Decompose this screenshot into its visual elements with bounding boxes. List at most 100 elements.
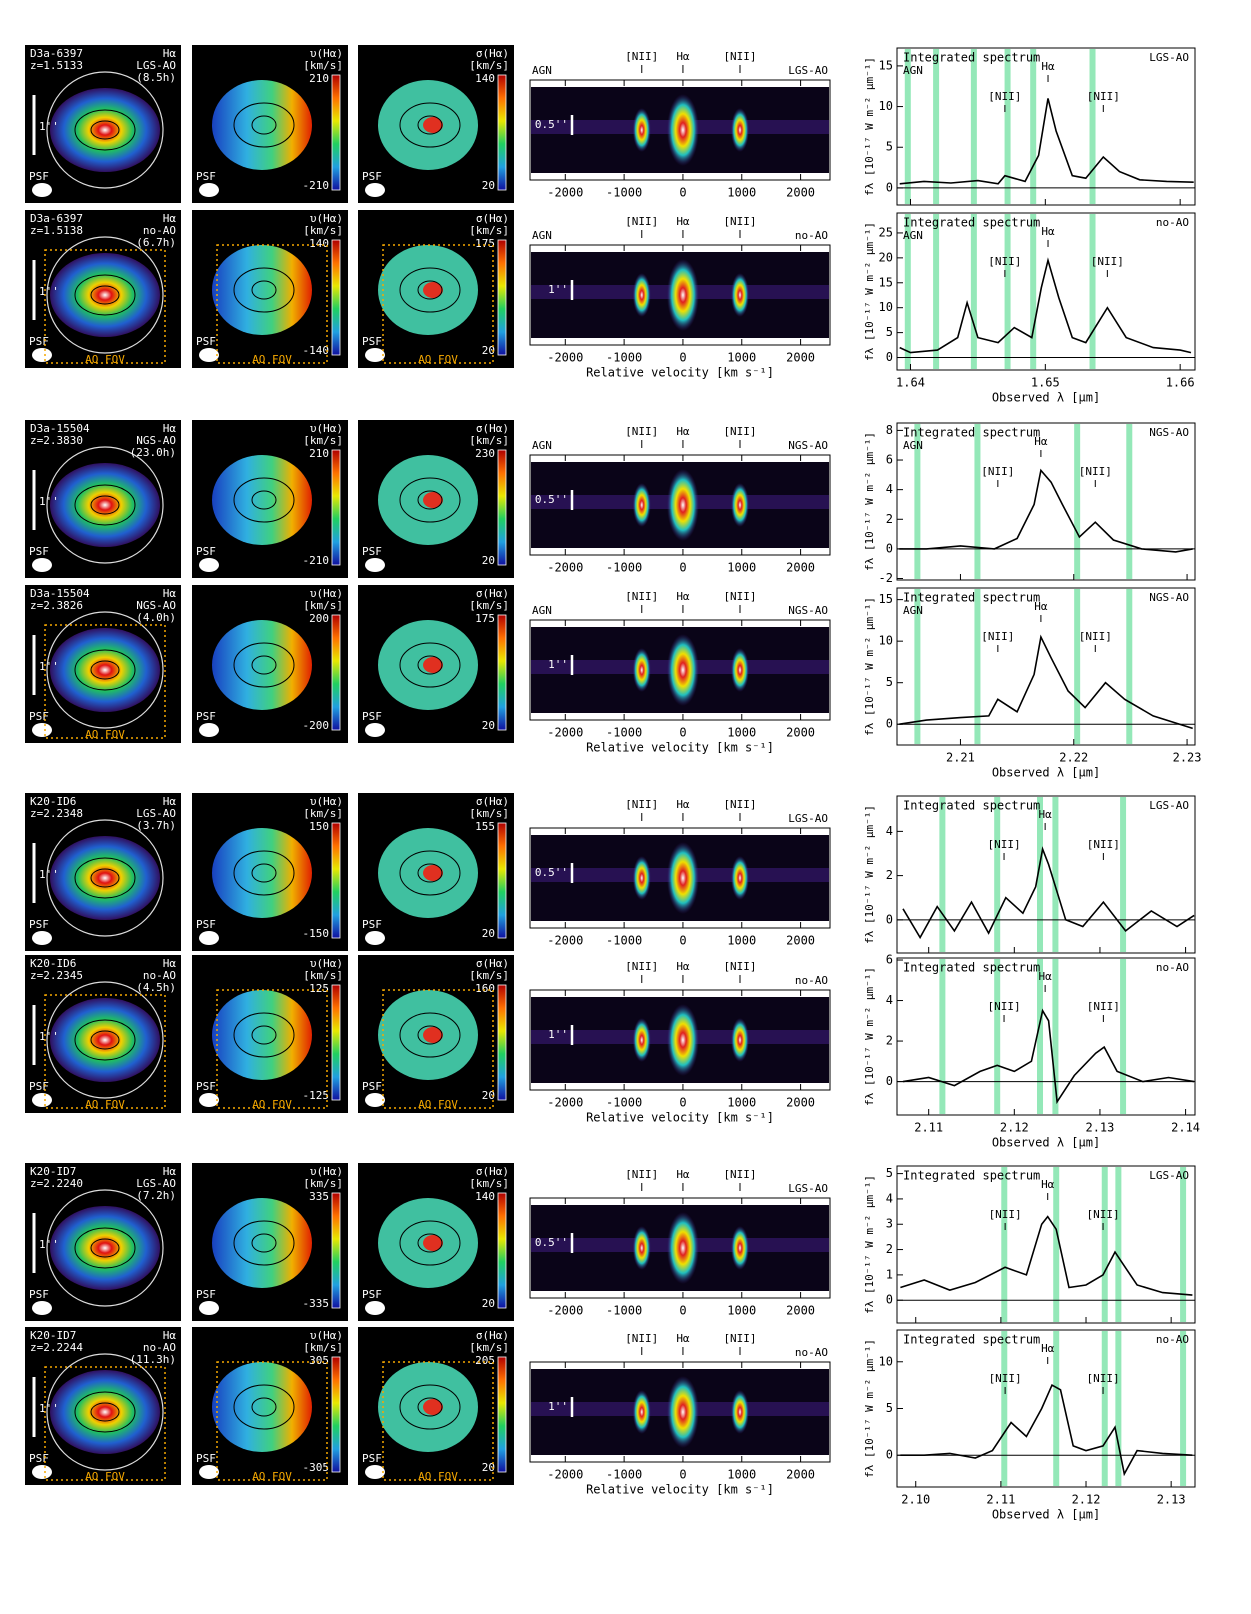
x-tick-label: 2.14 [1171,1121,1200,1135]
colorbar [497,822,507,939]
line-label: [NII] [723,1332,756,1345]
sky-band [914,424,921,579]
line-label: [NII] [625,1332,658,1345]
spec-title: Integrated spectrum [903,1169,1040,1183]
psf-beam [365,1301,385,1315]
sky-band [914,589,921,744]
vel-map [212,620,312,710]
x-tick-label: -2000 [547,561,583,575]
map-label: AO FOV [85,728,125,741]
map-label: K20-ID7 [30,1165,76,1178]
map-label: 1'' [39,1402,59,1415]
psf-beam [199,723,219,737]
panel-label: σ(Hα) [476,587,509,600]
line-label: Hα [1039,808,1053,821]
y-tick-label: 10 [879,300,893,314]
colorbar-max: 210 [309,72,329,85]
y-tick-label: 10 [879,1354,893,1368]
map-label: PSF [29,170,49,183]
x-axis-label: Relative velocity [km s⁻¹] [586,741,774,755]
vel-map [212,80,312,170]
panel-label: σ(Hα) [476,422,509,435]
colorbar-max: 150 [309,820,329,833]
scale-label: 1'' [548,1400,568,1413]
contour [90,1402,120,1422]
contour [251,1233,277,1253]
mode-label: no-AO [795,1346,828,1359]
y-tick-label: 2 [886,868,893,882]
pv-emission [731,648,749,692]
pv-emission [666,842,699,914]
ao-fov-label: AO FOV [418,1098,458,1111]
line-label: [NII] [625,1168,658,1181]
contour [90,120,120,140]
colorbar-min: -210 [303,554,330,567]
x-tick-label: 2.11 [986,1493,1015,1507]
map-label: Hα [163,422,177,435]
aperture [46,71,164,189]
x-axis-label: Relative velocity [km s⁻¹] [586,1111,774,1125]
line-label: Hα [676,50,690,63]
spec-frame [896,47,1196,206]
vel-map [212,1198,312,1288]
ao-fov-box [382,1361,494,1481]
spec-title: Integrated spectrum [903,51,1040,65]
disp-peak [423,117,443,133]
line-label: Hα [1034,600,1048,613]
contour [233,642,295,688]
panel-label: σ(Hα) [476,1165,509,1178]
spec-title: Integrated spectrum [903,961,1040,975]
x-tick-label: 2.22 [1059,751,1088,765]
contour [90,1238,120,1258]
disp-peak [423,657,443,673]
vel-map [212,990,312,1080]
contour [233,1220,295,1266]
contour [90,285,120,305]
contour [251,490,277,510]
sky-band [939,797,946,952]
disp-peak [423,865,443,881]
aperture [46,446,164,564]
y-tick-label: -2 [879,571,893,585]
spec-frame [896,422,1196,581]
y-tick-label: 3 [886,1217,893,1231]
emission-map [50,1370,160,1454]
line-label: [NII] [723,1168,756,1181]
colorbar-max: 205 [475,1354,495,1367]
spec-title: Integrated spectrum [903,1333,1040,1347]
psf-beam [32,558,52,572]
map-label: Hα [163,212,177,225]
contour [90,868,120,888]
colorbar [331,1192,341,1309]
panel-unit: [km/s] [303,434,343,447]
psf-beam [365,931,385,945]
sky-band [974,589,981,744]
psf-label: PSF [362,545,382,558]
contour [90,495,120,515]
x-tick-label: 2.21 [946,751,975,765]
sky-band [994,797,1001,952]
y-tick-label: 15 [879,275,893,289]
colorbar [331,614,341,731]
sky-band [1052,959,1059,1114]
colorbar-min: -150 [303,927,330,940]
line-label: [NII] [625,798,658,811]
psf-beam [32,348,52,362]
pv-emission [731,1390,749,1434]
x-axis-label: Observed λ [μm] [992,391,1100,405]
sky-band [1089,49,1096,204]
x-tick-label: 1.65 [1031,376,1060,390]
sky-band [1037,959,1044,1114]
panel-label: υ(Hα) [310,1165,343,1178]
contour [74,484,136,526]
colorbar [331,1356,341,1473]
map-label: D3a-15504 [30,587,90,600]
x-tick-label: 2000 [786,1096,815,1110]
colorbar [331,822,341,939]
psf-label: PSF [196,1080,216,1093]
y-tick-label: 5 [886,1166,893,1180]
x-tick-label: 2000 [786,934,815,948]
ao-fov-box [216,1361,328,1481]
ao-fov-box [44,624,166,739]
scale-label: 1'' [548,658,568,671]
